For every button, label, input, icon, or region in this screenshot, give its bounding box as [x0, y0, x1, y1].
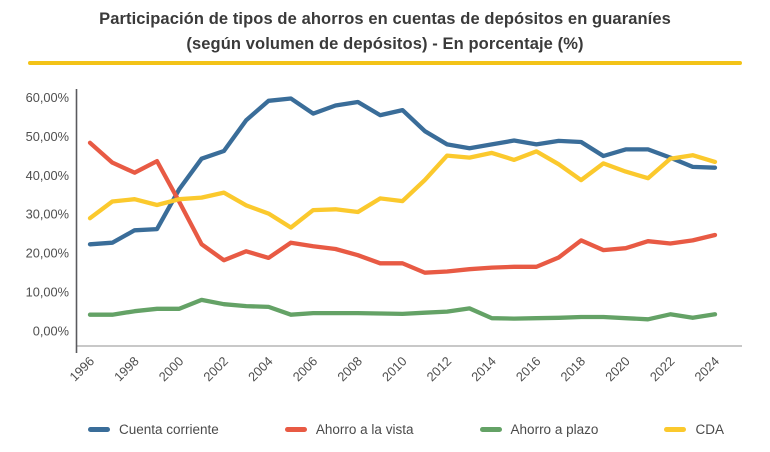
x-tick-label: 2022	[647, 353, 678, 384]
legend-marker-ahorro-a-la-vista	[284, 427, 307, 432]
x-tick-label: 2018	[557, 353, 588, 384]
series-line-ahorro-a-plazo	[87, 297, 718, 321]
legend-label-cda: CDA	[695, 422, 724, 437]
x-tick-group: 2020	[602, 353, 633, 384]
y-tick-label: 40,00%	[26, 167, 69, 182]
x-tick-label: 1998	[111, 353, 142, 384]
x-tick-label: 2020	[602, 353, 633, 384]
chart-area: 0,00% 10,00% 20,00% 30,00% 40,00% 50,00% 60,00…	[0, 65, 770, 413]
series-line-cda	[87, 148, 718, 230]
y-tick-label: 10,00%	[26, 284, 69, 299]
y-tick-label: 60,00%	[26, 89, 69, 104]
x-tick-label: 2014	[468, 353, 499, 384]
x-tick-label: 1996	[66, 353, 97, 384]
legend-label-cuenta-corriente: Cuenta corriente	[119, 422, 219, 437]
x-tick-group: 2010	[379, 353, 410, 384]
x-tick-label: 2008	[334, 353, 365, 384]
x-tick-label: 2004	[245, 353, 276, 384]
legend-item-cuenta-corriente: Cuenta corriente	[88, 422, 219, 437]
x-tick-group: 2014	[468, 353, 499, 384]
x-tick-label: 2012	[424, 353, 455, 384]
legend-marker-cuenta-corriente	[88, 427, 110, 432]
chart-title: Participación de tipos de ahorros en cue…	[0, 0, 770, 57]
title-divider	[28, 60, 742, 65]
y-tick-label: 20,00%	[26, 245, 69, 260]
x-tick-label: 2024	[691, 353, 722, 384]
x-tick-label: 2016	[513, 353, 544, 384]
legend-label-ahorro-a-la-vista: Ahorro a la vista	[315, 422, 414, 437]
y-tick-label: 30,00%	[26, 206, 69, 221]
chart-legend: Cuenta corriente Ahorro a la vista Ahorro …	[88, 413, 724, 447]
x-tick-group: 2018	[557, 353, 588, 384]
line-chart: 0,00% 10,00% 20,00% 30,00% 40,00% 50,00% 60,00…	[26, 88, 742, 384]
x-tick-group: 1998	[111, 353, 142, 384]
x-tick-group: 2008	[334, 353, 365, 384]
x-tick-label: 2006	[290, 353, 321, 384]
x-tick-group: 2022	[647, 353, 678, 384]
x-tick-group: 1996	[66, 353, 97, 384]
legend-marker-ahorro-a-plazo	[479, 427, 502, 432]
x-tick-label: 2000	[156, 353, 187, 384]
legend-item-cda: CDA	[664, 422, 724, 437]
series-line-cuenta-corriente	[87, 95, 718, 246]
x-tick-group: 2004	[245, 353, 276, 384]
x-tick-label: 2010	[379, 353, 410, 384]
legend-item-ahorro-a-plazo: Ahorro a plazo	[479, 422, 599, 437]
legend-item-ahorro-a-la-vista: Ahorro a la vista	[284, 422, 414, 437]
x-tick-group: 2002	[200, 353, 231, 384]
chart-title-line2: (según volumen de depósitos) - En porcen…	[186, 34, 584, 53]
x-tick-group: 2024	[691, 353, 722, 384]
y-tick-label: 0,00%	[33, 323, 69, 338]
legend-label-ahorro-a-plazo: Ahorro a plazo	[510, 422, 599, 437]
legend-marker-cda	[664, 427, 687, 432]
x-tick-group: 2012	[424, 353, 455, 384]
x-tick-group: 2000	[156, 353, 187, 384]
x-tick-group: 2016	[513, 353, 544, 384]
chart-title-line1: Participación de tipos de ahorros en cue…	[99, 10, 671, 28]
series-line-ahorro-a-la-vista	[87, 140, 718, 275]
y-tick-label: 50,00%	[26, 128, 69, 143]
x-tick-group: 2006	[290, 353, 321, 384]
x-tick-label: 2002	[200, 353, 231, 384]
